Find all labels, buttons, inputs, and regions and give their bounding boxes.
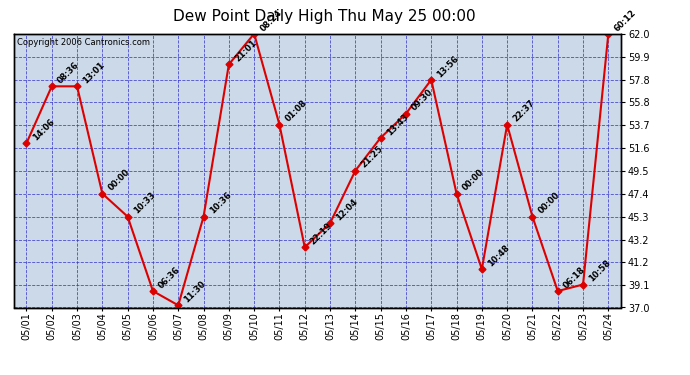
Text: 10:36: 10:36: [208, 190, 233, 216]
Text: 08:24: 08:24: [258, 8, 284, 33]
Text: 10:33: 10:33: [132, 191, 157, 216]
Text: 09:30: 09:30: [410, 88, 435, 113]
Text: 22:37: 22:37: [511, 99, 537, 124]
Text: 00:00: 00:00: [106, 168, 132, 193]
Text: 21:01: 21:01: [233, 38, 258, 64]
Text: 13:01: 13:01: [81, 60, 106, 86]
Text: 06:18: 06:18: [562, 265, 587, 290]
Text: 21:25: 21:25: [359, 144, 385, 170]
Text: Dew Point Daily High Thu May 25 00:00: Dew Point Daily High Thu May 25 00:00: [173, 9, 475, 24]
Text: 22:19: 22:19: [309, 221, 334, 246]
Text: 60:12: 60:12: [613, 8, 638, 33]
Text: 10:48: 10:48: [486, 243, 511, 268]
Text: 13:43: 13:43: [385, 112, 410, 137]
Text: 00:00: 00:00: [461, 168, 486, 193]
Text: 14:06: 14:06: [30, 117, 56, 142]
Text: 13:56: 13:56: [435, 54, 461, 79]
Text: 06:36: 06:36: [157, 265, 182, 290]
Text: 11:30: 11:30: [182, 279, 208, 304]
Text: 12:04: 12:04: [334, 197, 359, 222]
Text: Copyright 2006 Cantronics.com: Copyright 2006 Cantronics.com: [17, 38, 150, 47]
Text: 00:00: 00:00: [537, 191, 562, 216]
Text: 01:08: 01:08: [284, 99, 308, 124]
Text: 10:58: 10:58: [587, 258, 613, 284]
Text: 08:36: 08:36: [56, 60, 81, 86]
